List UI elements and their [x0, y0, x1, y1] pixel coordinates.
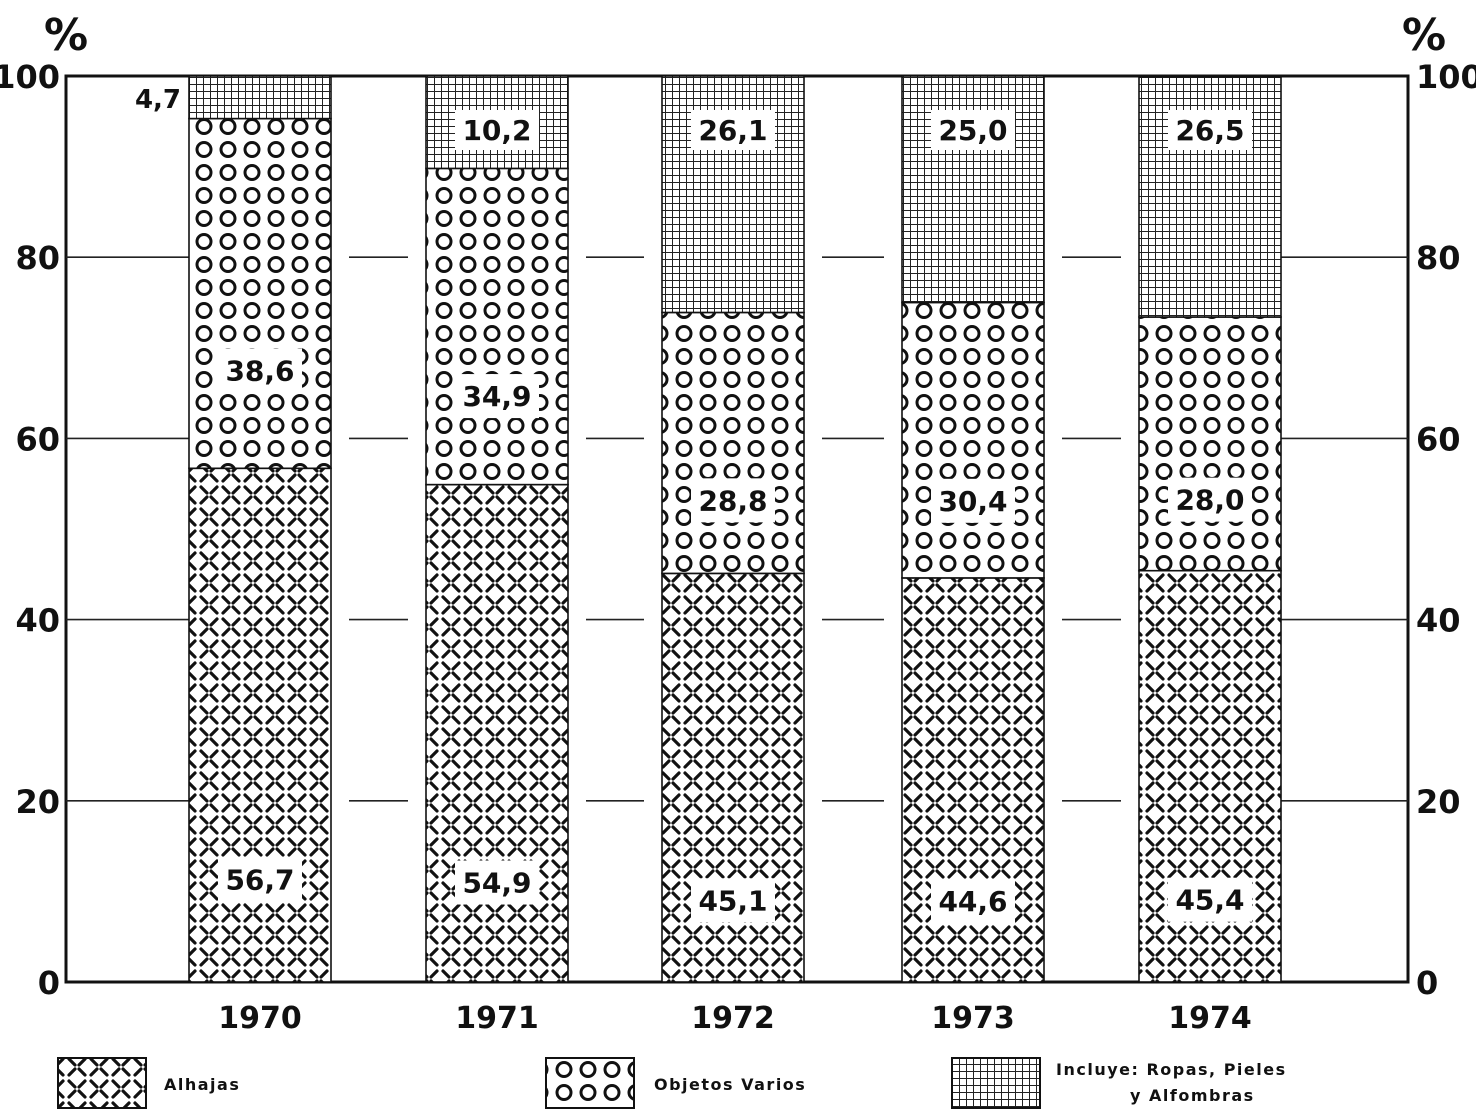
data-label: 30,4	[938, 485, 1007, 518]
y-tick-label-left: 60	[15, 420, 60, 458]
bar-segment-1971-2	[425, 167, 569, 486]
data-label: 45,4	[1175, 884, 1244, 917]
data-label: 26,1	[698, 114, 767, 147]
data-label: 26,5	[1175, 114, 1244, 147]
x-tick-label: 1972	[691, 1001, 775, 1036]
y-unit-right: %	[1402, 10, 1446, 61]
bar-segment-1970-1	[188, 467, 332, 983]
data-label: 4,7	[135, 85, 181, 115]
data-label: 45,1	[698, 884, 767, 917]
legend-label: Objetos Varios	[654, 1075, 806, 1094]
y-tick-label-right: 20	[1416, 783, 1461, 821]
data-label: 25,0	[938, 114, 1007, 147]
x-tick-label: 1974	[1168, 1001, 1252, 1036]
data-label-bg	[931, 110, 1015, 150]
legend-label: Incluye: Ropas, Pieles	[1056, 1060, 1287, 1079]
x-tick-label: 1971	[455, 1001, 539, 1036]
bar-segment-1974-2	[1138, 316, 1282, 572]
data-label-bg	[1168, 110, 1252, 150]
y-tick-label-right: 80	[1416, 239, 1461, 277]
data-label-bg	[691, 478, 775, 523]
data-label-bg	[931, 478, 1015, 523]
data-label: 34,9	[462, 380, 531, 413]
data-label: 28,0	[1175, 484, 1244, 517]
data-label-bg	[455, 374, 539, 419]
y-tick-label-left: 20	[15, 783, 60, 821]
y-tick-label-right: 60	[1416, 420, 1461, 458]
legend-swatch-1	[57, 1057, 147, 1109]
bar-segment-1972-2	[661, 311, 805, 575]
bar-segment-1970-3	[188, 75, 332, 120]
bar-segment-1973-3	[901, 75, 1045, 304]
data-label: 44,6	[938, 885, 1007, 918]
x-tick-label: 1970	[218, 1001, 302, 1036]
data-label-bg	[455, 110, 539, 150]
legend-label: y Alfombras	[1130, 1086, 1255, 1105]
data-label-bg	[691, 878, 775, 923]
data-label-bg	[218, 857, 302, 902]
data-label: 38,6	[225, 354, 294, 387]
y-tick-label-left: 100	[0, 58, 60, 96]
data-label-bg	[931, 879, 1015, 924]
x-tick-label: 1973	[931, 1001, 1015, 1036]
y-tick-label-left: 40	[15, 602, 60, 640]
y-tick-label-left: 80	[15, 239, 60, 277]
data-label: 56,7	[225, 863, 294, 896]
bar-segment-1973-2	[901, 301, 1045, 579]
data-label-bg	[1168, 477, 1252, 522]
data-label-bg	[691, 110, 775, 150]
data-label-bg	[455, 860, 539, 905]
legend-label: Alhajas	[164, 1075, 240, 1094]
data-label-bg	[1168, 877, 1252, 922]
legend-swatch-2	[545, 1057, 635, 1109]
y-tick-label-right: 0	[1416, 964, 1438, 1002]
bar-segment-1970-2	[188, 117, 332, 470]
data-label-bg	[218, 348, 302, 393]
y-tick-label-right: 40	[1416, 602, 1461, 640]
y-tick-label-left: 0	[38, 964, 60, 1002]
y-tick-label-right: 100	[1416, 58, 1476, 96]
data-label: 28,8	[698, 484, 767, 517]
data-label: 54,9	[462, 867, 531, 900]
legend-swatch-3	[951, 1057, 1041, 1109]
y-unit-left: %	[44, 10, 88, 61]
data-label: 10,2	[462, 114, 531, 147]
bar-segment-1971-1	[425, 483, 569, 983]
